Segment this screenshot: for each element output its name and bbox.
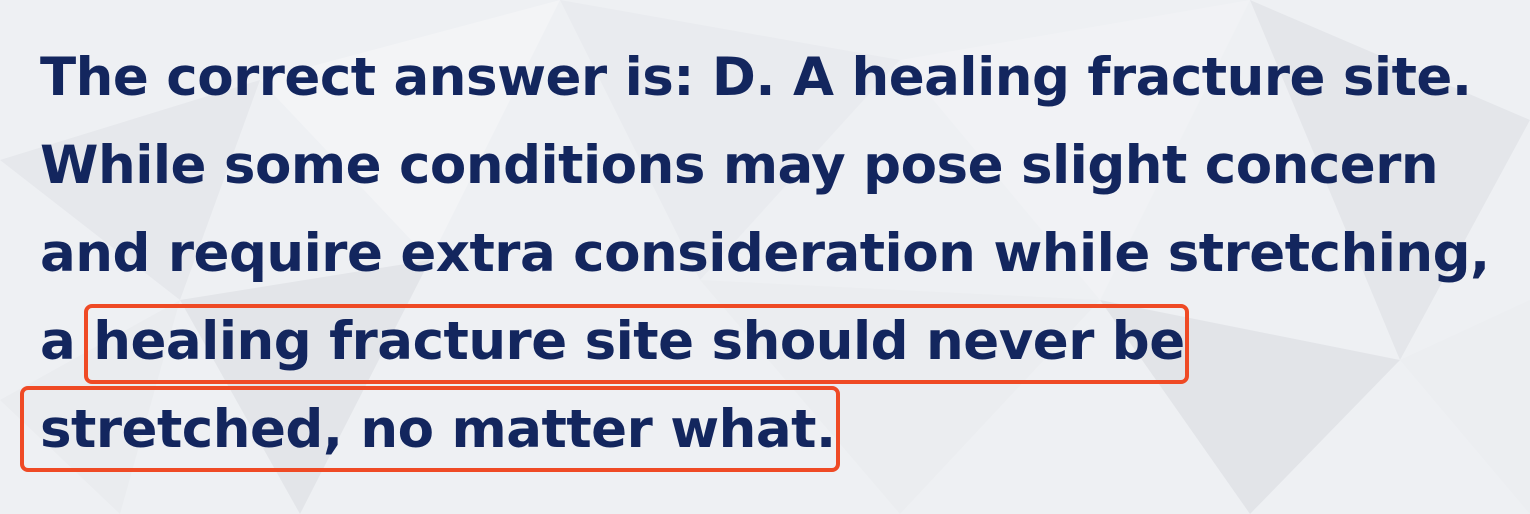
answer-explanation-text: The correct answer is: D. A healing frac…	[40, 34, 1510, 474]
text-line-3: and require extra consideration while st…	[40, 223, 1490, 284]
text-line-4: a healing fracture site should never be	[40, 311, 1185, 372]
text-line-5: stretched, no matter what.	[40, 399, 836, 460]
highlight-box-1	[84, 304, 1189, 384]
text-line-2: While some conditions may pose slight co…	[40, 135, 1439, 196]
text-line-1: The correct answer is: D. A healing frac…	[40, 47, 1472, 108]
highlight-box-2	[20, 386, 840, 472]
